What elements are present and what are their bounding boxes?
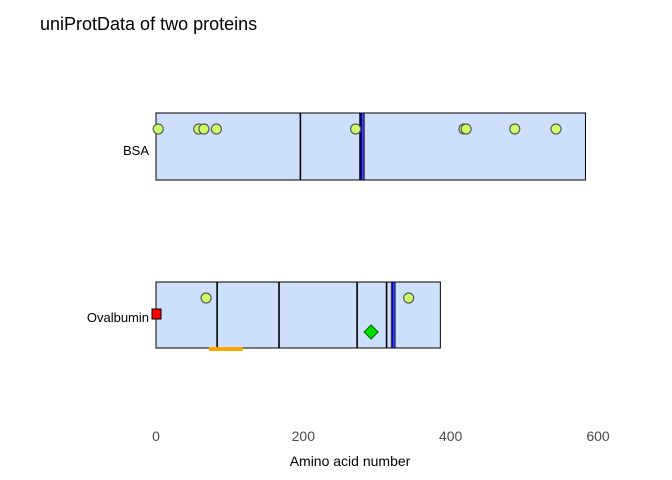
site-point	[350, 123, 362, 135]
x-axis-label: Amino acid number	[290, 453, 411, 469]
binding-marker	[363, 324, 379, 340]
protein-label: Ovalbumin	[87, 310, 149, 325]
site-point	[200, 292, 212, 304]
protein-row-bsa: BSA	[123, 112, 586, 181]
x-tick-label: 0	[152, 428, 160, 444]
x-axis: 0 200 400 600	[152, 428, 610, 444]
signal-marker	[151, 308, 162, 320]
x-tick-label: 200	[292, 428, 316, 444]
x-tick-label: 400	[439, 428, 463, 444]
site-point	[403, 292, 415, 304]
protein-bar	[155, 281, 441, 349]
x-tick-label: 600	[586, 428, 610, 444]
protein-label: BSA	[123, 143, 149, 158]
proteins-layer: BSA Ovalbumin	[87, 112, 586, 351]
site-point	[460, 123, 472, 135]
site-point	[210, 123, 223, 135]
protein-row-ovalbumin: Ovalbumin	[87, 281, 441, 351]
site-point	[509, 123, 521, 135]
site-point	[198, 123, 210, 135]
chart-title: uniProtData of two proteins	[40, 14, 257, 34]
site-point	[550, 123, 562, 135]
protein-bar	[155, 112, 586, 181]
site-point	[152, 123, 164, 135]
